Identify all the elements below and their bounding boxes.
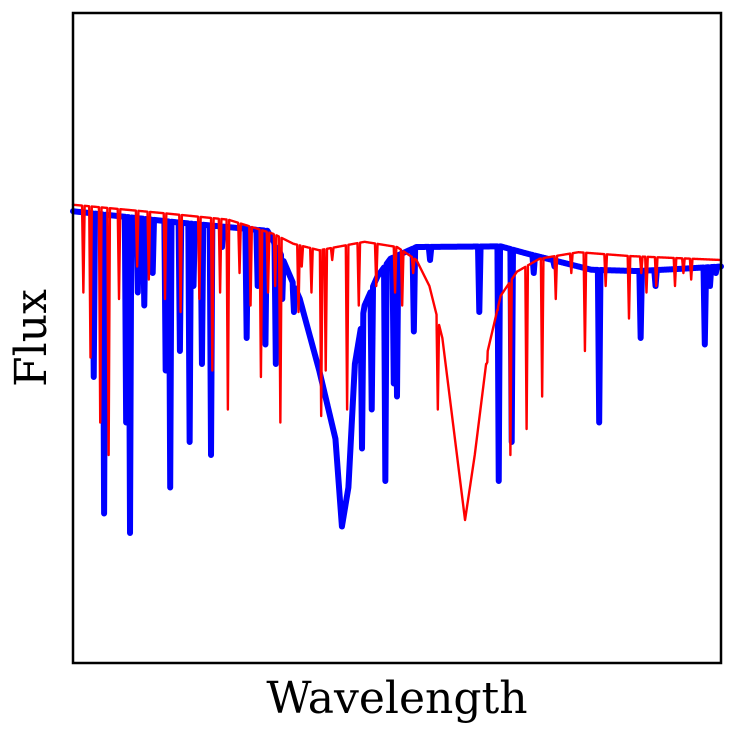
plot-frame — [71, 11, 723, 665]
y-axis-label: Flux — [6, 289, 57, 387]
x-axis-label: Wavelength — [266, 673, 527, 724]
series-line-red — [71, 203, 723, 522]
series-layer — [70, 203, 724, 536]
